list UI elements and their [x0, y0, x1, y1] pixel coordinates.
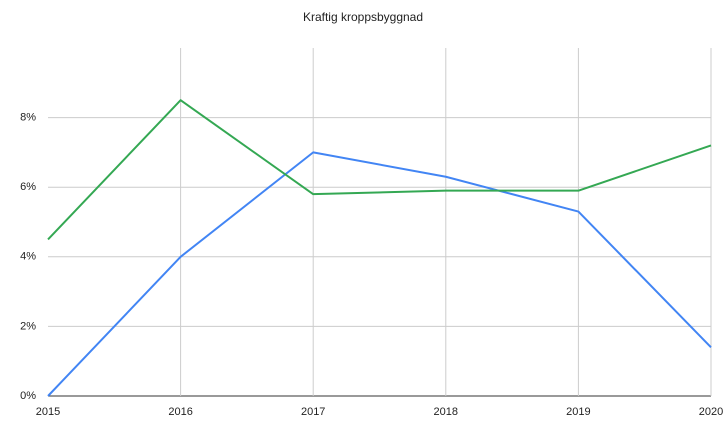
x-tick-label: 2019 [566, 406, 590, 418]
x-tick-label: 2018 [434, 406, 458, 418]
y-tick-label: 2% [20, 320, 36, 332]
y-tick-label: 8% [20, 112, 36, 124]
y-tick-label: 0% [20, 390, 36, 402]
line-series [47, 99, 712, 241]
y-tick-label: 6% [20, 181, 36, 193]
line-series [47, 151, 712, 397]
y-tick-label: 4% [20, 251, 36, 263]
x-tick-label: 2015 [36, 406, 60, 418]
x-tick-label: 2020 [699, 406, 723, 418]
chart-title: Kraftig kroppsbyggnad [303, 10, 423, 24]
x-tick-label: 2017 [301, 406, 325, 418]
x-tick-label: 2016 [168, 406, 192, 418]
